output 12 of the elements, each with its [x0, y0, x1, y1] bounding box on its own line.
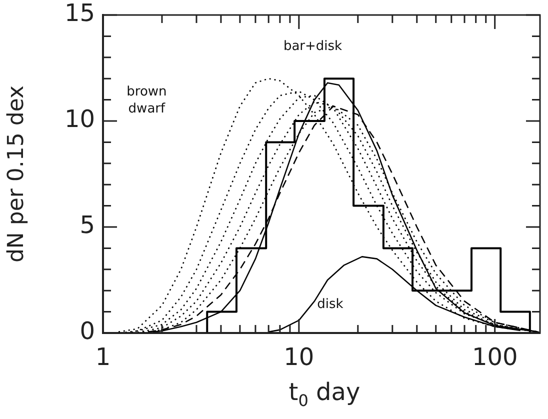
annotation: bar+disk [283, 39, 343, 54]
annotation: disk [317, 296, 344, 312]
annotation: brown dwarf [126, 84, 167, 117]
x-tick-label: 1 [95, 343, 111, 372]
x-axis-title: t$_{0}$ day [288, 378, 362, 410]
y-tick-label: 5 [80, 211, 95, 240]
y-tick-label: 0 [80, 317, 95, 346]
y-tick-label: 15 [64, 0, 95, 28]
y-axis-title: dN per 0.15 dex [4, 85, 29, 263]
x-tick-label: 100 [472, 343, 518, 372]
y-tick-label: 10 [64, 105, 95, 134]
x-tick-label: 10 [284, 343, 314, 372]
